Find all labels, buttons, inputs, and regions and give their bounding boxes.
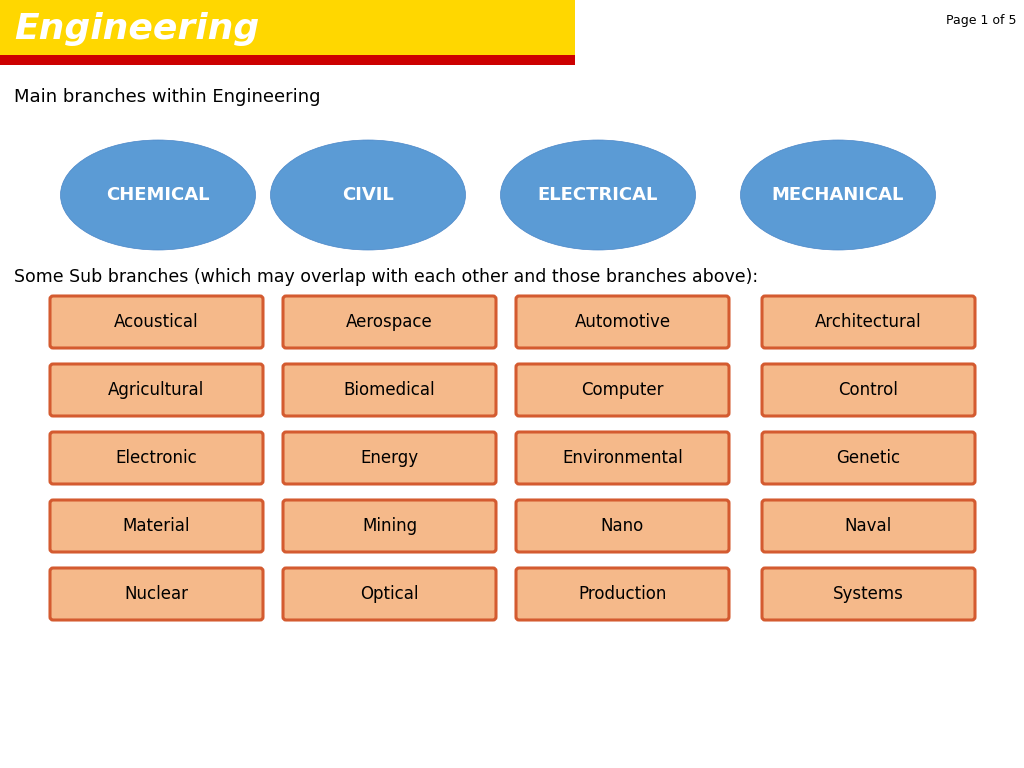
Text: Nano: Nano: [601, 517, 644, 535]
Text: CHEMICAL: CHEMICAL: [106, 186, 210, 204]
Ellipse shape: [270, 140, 466, 250]
Text: Main branches within Engineering: Main branches within Engineering: [14, 88, 321, 106]
Text: Architectural: Architectural: [815, 313, 922, 331]
Text: MECHANICAL: MECHANICAL: [772, 186, 904, 204]
Text: Energy: Energy: [360, 449, 419, 467]
FancyBboxPatch shape: [50, 432, 263, 484]
FancyBboxPatch shape: [283, 432, 496, 484]
Text: Environmental: Environmental: [562, 449, 683, 467]
FancyBboxPatch shape: [283, 568, 496, 620]
Text: Production: Production: [579, 585, 667, 603]
Text: Some Sub branches (which may overlap with each other and those branches above):: Some Sub branches (which may overlap wit…: [14, 268, 758, 286]
FancyBboxPatch shape: [516, 500, 729, 552]
FancyBboxPatch shape: [50, 568, 263, 620]
Text: Material: Material: [123, 517, 190, 535]
Ellipse shape: [60, 140, 256, 250]
FancyBboxPatch shape: [516, 568, 729, 620]
Ellipse shape: [501, 140, 695, 250]
FancyBboxPatch shape: [283, 364, 496, 416]
Text: Nuclear: Nuclear: [125, 585, 188, 603]
Text: Genetic: Genetic: [837, 449, 900, 467]
Text: Systems: Systems: [834, 585, 904, 603]
FancyBboxPatch shape: [516, 364, 729, 416]
FancyBboxPatch shape: [762, 568, 975, 620]
Text: Mining: Mining: [361, 517, 417, 535]
FancyBboxPatch shape: [50, 364, 263, 416]
FancyBboxPatch shape: [762, 500, 975, 552]
FancyBboxPatch shape: [283, 296, 496, 348]
Ellipse shape: [740, 140, 936, 250]
Text: Control: Control: [839, 381, 898, 399]
Text: Naval: Naval: [845, 517, 892, 535]
Text: Biomedical: Biomedical: [344, 381, 435, 399]
Text: Automotive: Automotive: [574, 313, 671, 331]
Text: CIVIL: CIVIL: [342, 186, 394, 204]
Text: Acoustical: Acoustical: [115, 313, 199, 331]
FancyBboxPatch shape: [0, 0, 575, 55]
Text: ELECTRICAL: ELECTRICAL: [538, 186, 658, 204]
FancyBboxPatch shape: [516, 432, 729, 484]
Text: Optical: Optical: [360, 585, 419, 603]
FancyBboxPatch shape: [762, 296, 975, 348]
Text: Computer: Computer: [582, 381, 664, 399]
Text: Aerospace: Aerospace: [346, 313, 433, 331]
FancyBboxPatch shape: [0, 55, 575, 65]
FancyBboxPatch shape: [50, 500, 263, 552]
Text: Agricultural: Agricultural: [109, 381, 205, 399]
FancyBboxPatch shape: [283, 500, 496, 552]
Text: Page 1 of 5: Page 1 of 5: [945, 14, 1016, 27]
FancyBboxPatch shape: [50, 296, 263, 348]
Text: Electronic: Electronic: [116, 449, 198, 467]
FancyBboxPatch shape: [762, 432, 975, 484]
FancyBboxPatch shape: [516, 296, 729, 348]
FancyBboxPatch shape: [762, 364, 975, 416]
Text: Engineering: Engineering: [14, 12, 259, 45]
